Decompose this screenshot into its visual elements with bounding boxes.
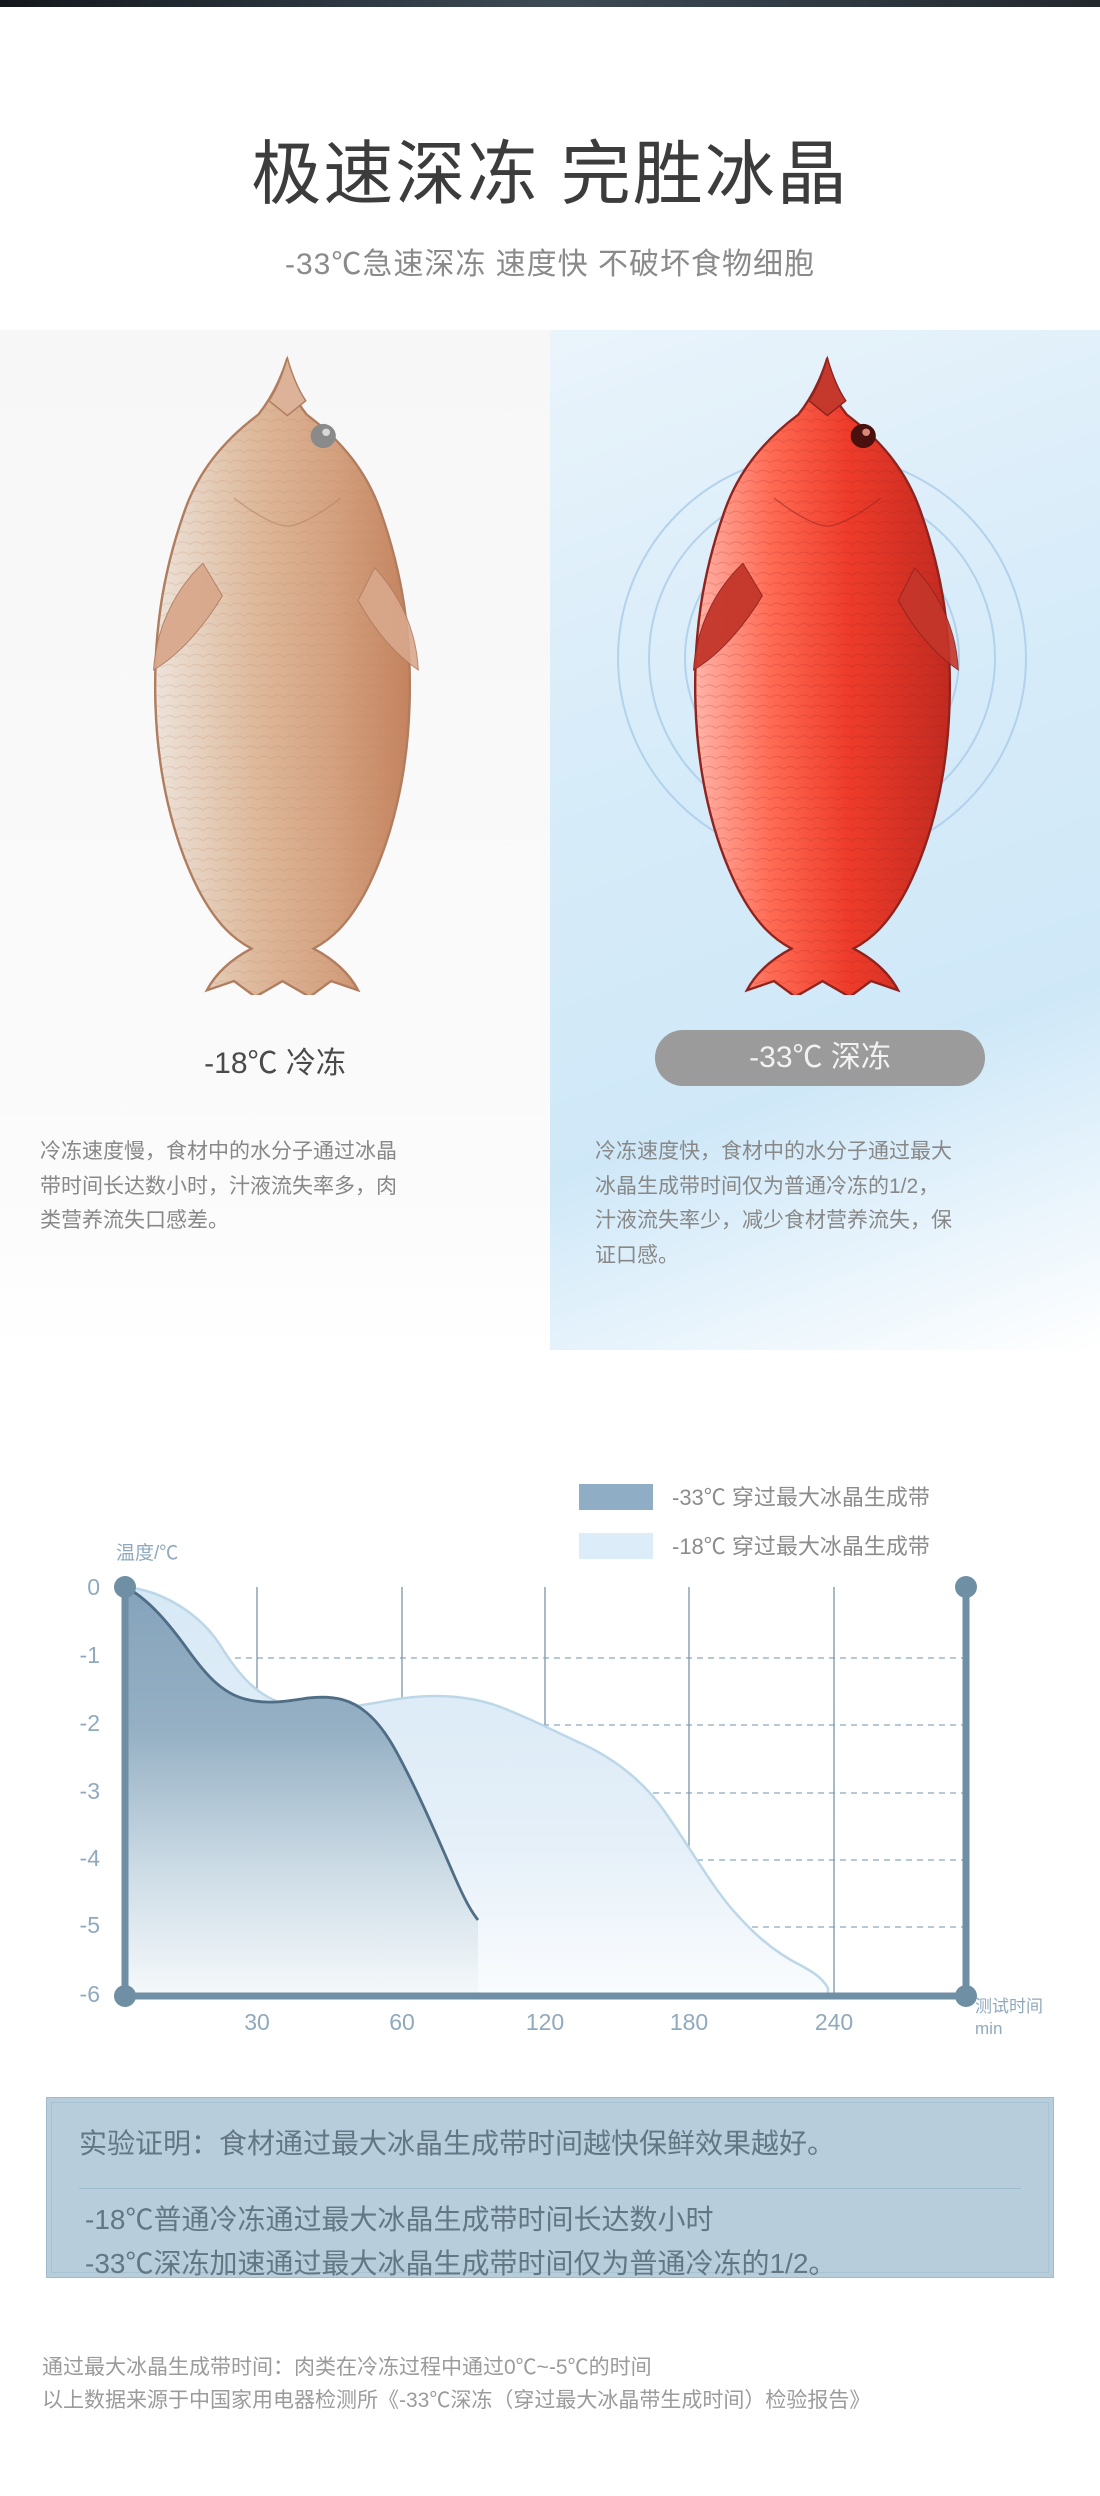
svg-text:240: 240 bbox=[815, 2009, 853, 2035]
svg-text:60: 60 bbox=[389, 2009, 415, 2035]
svg-text:-6: -6 bbox=[80, 1981, 100, 2007]
svg-text:120: 120 bbox=[526, 2009, 564, 2035]
svg-text:-1: -1 bbox=[80, 1642, 100, 1668]
svg-text:-5: -5 bbox=[80, 1912, 100, 1938]
svg-text:-2: -2 bbox=[80, 1710, 100, 1736]
svg-text:30: 30 bbox=[244, 2009, 270, 2035]
svg-text:-4: -4 bbox=[80, 1845, 101, 1871]
svg-text:0: 0 bbox=[87, 1574, 100, 1600]
svg-text:-3: -3 bbox=[80, 1778, 100, 1804]
svg-text:180: 180 bbox=[670, 2009, 708, 2035]
